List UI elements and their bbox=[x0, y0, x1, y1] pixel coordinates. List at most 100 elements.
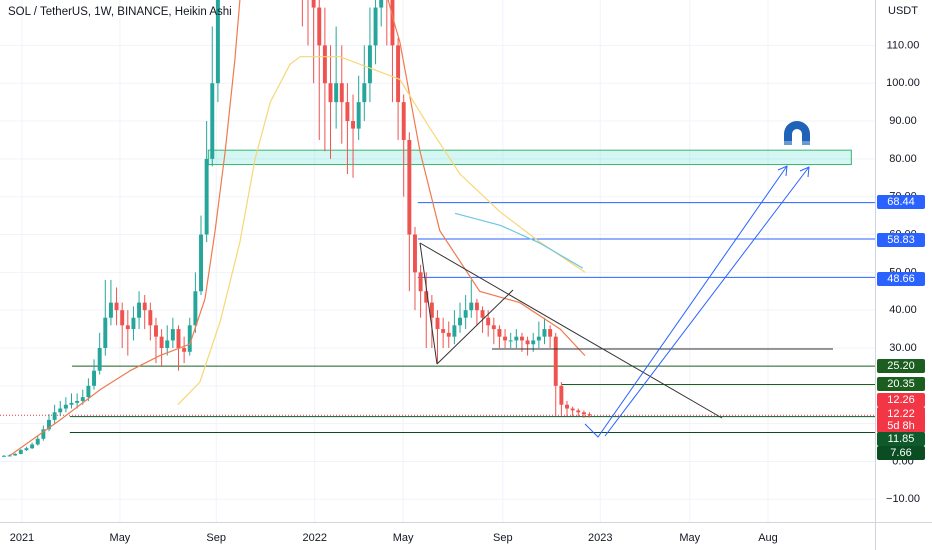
x-tick-label: 2021 bbox=[10, 532, 34, 544]
x-tick-label: May bbox=[393, 532, 414, 544]
candle-body bbox=[30, 444, 35, 449]
candle-body bbox=[204, 158, 209, 235]
chart-title: SOL / TetherUS, 1W, BINANCE, Heikin Ashi bbox=[8, 6, 232, 18]
candle-body bbox=[418, 272, 423, 292]
x-tick-label: Sep bbox=[206, 532, 226, 544]
magnet-tip bbox=[802, 141, 810, 145]
candle-body bbox=[356, 102, 361, 129]
y-tick-label: 90.00 bbox=[889, 115, 917, 127]
candle-body bbox=[114, 302, 119, 311]
candle-body bbox=[125, 325, 130, 330]
candle-body bbox=[486, 317, 491, 326]
price-label-box bbox=[877, 446, 925, 460]
candle-body bbox=[351, 121, 356, 129]
candle-body bbox=[159, 336, 164, 348]
candle-body bbox=[401, 102, 406, 140]
grid bbox=[0, 0, 875, 522]
candle-body bbox=[193, 291, 198, 326]
candle-body bbox=[396, 45, 401, 103]
candle-body bbox=[587, 414, 592, 416]
candle-body bbox=[452, 325, 457, 337]
candle-body bbox=[108, 302, 113, 318]
zone-layer bbox=[207, 149, 852, 166]
y-tick-label: 80.00 bbox=[889, 153, 917, 165]
price-label-box bbox=[877, 272, 925, 286]
candle-body bbox=[339, 83, 344, 103]
candle-body bbox=[407, 139, 412, 235]
candle-body bbox=[317, 7, 322, 46]
candle-body bbox=[581, 412, 586, 415]
trend-line bbox=[419, 242, 723, 419]
price-label-box bbox=[877, 432, 925, 446]
candle-body bbox=[170, 329, 175, 341]
candle-body bbox=[424, 291, 429, 303]
candle-body bbox=[13, 453, 18, 456]
x-tick-label: Aug bbox=[758, 532, 778, 544]
x-tick-label: May bbox=[679, 532, 700, 544]
candle-body bbox=[429, 302, 434, 318]
moving-average bbox=[9, 0, 586, 456]
candle-body bbox=[63, 404, 68, 409]
candle-body bbox=[153, 325, 158, 337]
y-tick-label: 110.00 bbox=[887, 39, 920, 51]
price-label-box bbox=[877, 407, 925, 433]
y-tick-label: 100.00 bbox=[886, 77, 920, 89]
candle-body bbox=[18, 450, 23, 454]
trend-line bbox=[436, 289, 514, 365]
trend-line bbox=[419, 242, 438, 365]
price-label-box bbox=[877, 377, 925, 391]
candle-body bbox=[435, 317, 440, 330]
price-label-box bbox=[877, 359, 925, 373]
magnet-icon bbox=[784, 121, 810, 145]
candle-body bbox=[176, 329, 181, 348]
y-tick-label: −10.00 bbox=[886, 493, 920, 505]
level-lines bbox=[0, 202, 875, 434]
candle-body bbox=[362, 83, 367, 103]
candle-body bbox=[334, 83, 339, 103]
y-tick-label: 30.00 bbox=[889, 342, 917, 354]
candle-body bbox=[542, 329, 547, 337]
candle-body bbox=[58, 408, 63, 413]
price-label: 12.26 bbox=[887, 394, 915, 406]
candle-body bbox=[525, 340, 530, 345]
candle-body bbox=[137, 302, 142, 318]
candle-body bbox=[446, 332, 451, 337]
candle-body bbox=[413, 234, 417, 273]
candle-body bbox=[142, 302, 147, 311]
price-label-box bbox=[877, 233, 925, 247]
price-label-box bbox=[877, 195, 925, 209]
projection-arrow bbox=[604, 166, 810, 437]
candle-body bbox=[491, 325, 496, 330]
moving-averages bbox=[9, 0, 586, 456]
candle-body bbox=[322, 45, 327, 84]
candle-body bbox=[463, 310, 468, 318]
y-tick-label: 40.00 bbox=[889, 304, 917, 316]
projection-arrow bbox=[584, 165, 788, 438]
candle-body bbox=[458, 317, 462, 326]
candle-body bbox=[92, 370, 97, 386]
candle-body bbox=[390, 0, 395, 46]
candle-body bbox=[75, 400, 80, 403]
price-label-box bbox=[877, 393, 925, 407]
candle-body bbox=[80, 397, 85, 401]
candle-body bbox=[548, 329, 553, 337]
x-tick-label: May bbox=[110, 532, 131, 544]
candle-body bbox=[474, 302, 479, 311]
arrow-head bbox=[777, 165, 788, 177]
zone bbox=[207, 149, 852, 166]
candle-body bbox=[69, 402, 74, 405]
x-tick-label: Sep bbox=[493, 532, 513, 544]
price-axis-unit: USDT bbox=[888, 5, 918, 17]
candle-body bbox=[570, 408, 575, 411]
candle-body bbox=[215, 0, 220, 84]
candle-body bbox=[86, 385, 91, 398]
candle-body bbox=[148, 310, 153, 326]
price-label: 12.22 bbox=[887, 408, 915, 420]
candle-body bbox=[35, 438, 40, 445]
candle-body bbox=[199, 234, 203, 292]
candle-body bbox=[1, 455, 6, 457]
plot-area bbox=[0, 0, 875, 457]
price-label: 20.35 bbox=[887, 378, 915, 390]
